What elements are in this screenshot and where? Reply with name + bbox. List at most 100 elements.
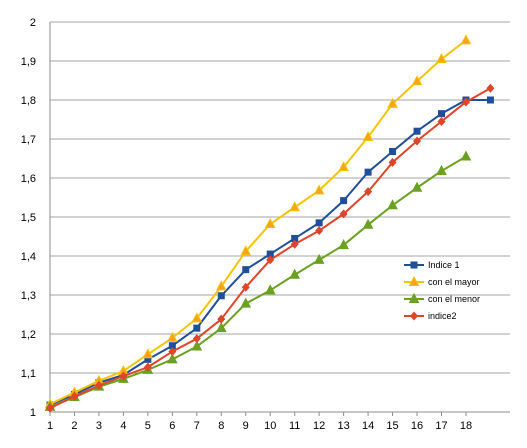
y-tick-label: 1,1 bbox=[21, 368, 36, 380]
legend: Indice 1 con el mayor con el menor indice2 bbox=[404, 260, 480, 321]
data-point bbox=[264, 217, 276, 229]
data-point bbox=[460, 34, 472, 45]
data-point bbox=[94, 380, 103, 390]
legend-entry: Indice 1 bbox=[404, 260, 460, 270]
x-tick-label: 10 bbox=[264, 420, 276, 432]
y-tick-label: 1,4 bbox=[21, 251, 36, 263]
data-point bbox=[242, 266, 250, 274]
data-point bbox=[411, 75, 423, 86]
data-point bbox=[313, 184, 325, 195]
legend-label: con el mayor bbox=[428, 277, 480, 287]
x-tick-label: 1 bbox=[47, 420, 53, 432]
data-point bbox=[119, 371, 128, 381]
legend-label: con el menor bbox=[428, 294, 480, 304]
legend-marker bbox=[410, 261, 418, 269]
data-point bbox=[191, 312, 203, 323]
x-tick-label: 13 bbox=[337, 420, 349, 432]
y-tick-label: 1,5 bbox=[21, 212, 36, 224]
data-point bbox=[364, 187, 373, 197]
data-point bbox=[313, 253, 325, 264]
data-point bbox=[217, 314, 226, 324]
legend-label: indice2 bbox=[428, 311, 457, 321]
legend-marker bbox=[408, 275, 420, 286]
series-line bbox=[49, 87, 491, 410]
data-point bbox=[461, 97, 470, 107]
y-tick-label: 1,8 bbox=[21, 95, 36, 107]
x-tick-label: 2 bbox=[71, 420, 77, 432]
series-con-el-menor bbox=[44, 150, 472, 411]
data-point bbox=[167, 353, 178, 364]
x-tick-label: 9 bbox=[243, 420, 249, 432]
x-tick-label: 8 bbox=[218, 420, 224, 432]
data-point bbox=[387, 97, 398, 108]
data-point bbox=[460, 150, 472, 161]
data-point bbox=[362, 130, 374, 142]
data-point bbox=[364, 168, 372, 176]
x-tick-label: 5 bbox=[145, 420, 151, 432]
data-point bbox=[191, 340, 203, 351]
legend-entry: con el mayor bbox=[404, 275, 480, 287]
data-point bbox=[167, 331, 178, 342]
data-point bbox=[436, 52, 447, 64]
data-point bbox=[437, 116, 446, 126]
y-tick-label: 1 bbox=[30, 407, 36, 419]
data-point bbox=[143, 362, 152, 372]
data-point bbox=[389, 147, 397, 155]
data-point bbox=[290, 239, 299, 249]
data-point bbox=[486, 83, 495, 93]
data-point bbox=[340, 197, 348, 205]
axes bbox=[49, 22, 510, 413]
x-tick-label: 7 bbox=[194, 420, 200, 432]
data-point bbox=[436, 164, 447, 175]
data-point bbox=[266, 255, 275, 265]
x-tick-label: 11 bbox=[289, 420, 300, 432]
data-point bbox=[437, 110, 445, 118]
data-point bbox=[240, 297, 252, 308]
series-line bbox=[49, 155, 467, 408]
data-point bbox=[70, 391, 79, 401]
data-point bbox=[168, 342, 176, 350]
data-point bbox=[168, 347, 177, 357]
data-point bbox=[217, 292, 225, 300]
y-tick-label: 1,6 bbox=[21, 173, 36, 185]
x-tick-label: 17 bbox=[435, 420, 447, 432]
y-tick-label: 1,7 bbox=[21, 134, 36, 146]
y-tick-label: 1,9 bbox=[21, 56, 36, 68]
legend-marker bbox=[410, 311, 418, 321]
data-point bbox=[289, 268, 301, 279]
x-tick-label: 12 bbox=[313, 420, 325, 432]
x-tick-label: 18 bbox=[460, 420, 472, 432]
x-tick-label: 15 bbox=[386, 420, 398, 432]
x-tick-label: 6 bbox=[169, 420, 175, 432]
legend-entry: indice2 bbox=[404, 311, 457, 321]
series-line bbox=[49, 39, 467, 406]
data-point bbox=[241, 282, 250, 292]
series-group bbox=[44, 34, 495, 413]
y-tick-label: 1,3 bbox=[21, 290, 36, 302]
data-point bbox=[388, 157, 397, 167]
data-point bbox=[291, 234, 299, 242]
x-tick-label: 4 bbox=[120, 420, 126, 432]
data-point bbox=[413, 127, 421, 135]
x-tick-label: 3 bbox=[96, 420, 102, 432]
data-point bbox=[46, 403, 54, 413]
data-point bbox=[193, 324, 201, 332]
x-tick-label: 16 bbox=[411, 420, 423, 432]
data-point bbox=[315, 226, 324, 236]
data-point bbox=[338, 239, 349, 250]
data-point bbox=[387, 199, 398, 210]
data-point bbox=[264, 284, 276, 295]
legend-entry: con el menor bbox=[404, 292, 480, 304]
data-point bbox=[411, 181, 423, 192]
data-point bbox=[362, 218, 374, 229]
series-indice2 bbox=[46, 83, 495, 413]
data-point bbox=[144, 355, 152, 363]
legend-label: Indice 1 bbox=[428, 260, 460, 270]
legend-marker bbox=[408, 292, 420, 303]
data-point bbox=[266, 250, 274, 258]
series-indice-1 bbox=[46, 96, 494, 409]
x-tick-label: 14 bbox=[362, 420, 374, 432]
data-point bbox=[486, 96, 494, 104]
y-tick-label: 1,2 bbox=[21, 329, 36, 341]
